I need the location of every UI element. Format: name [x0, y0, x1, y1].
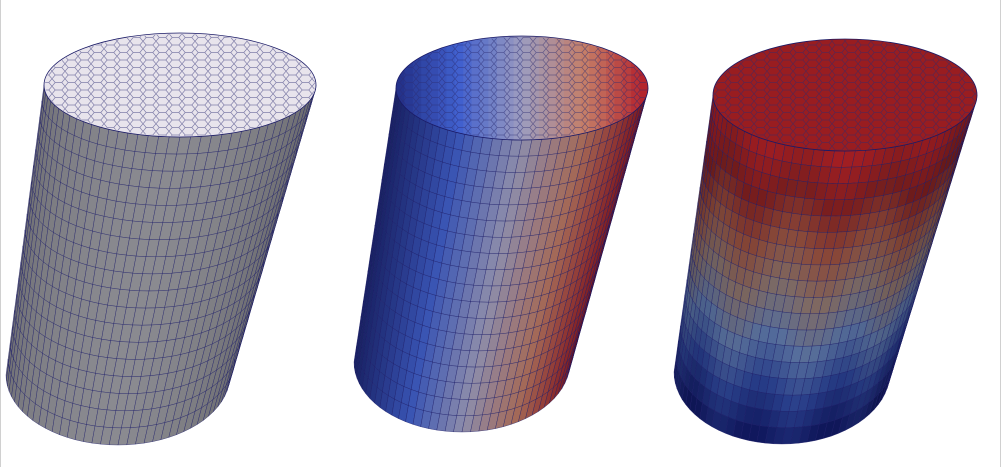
top-cap-mesh: [45, 34, 315, 136]
top-cap-mesh: [714, 40, 976, 150]
side-cell: [889, 356, 896, 378]
viewport-left-edge: [0, 0, 1, 467]
side-cell: [569, 346, 575, 368]
side-cell: [229, 358, 236, 381]
uniform-cylinder: [5, 32, 317, 446]
vertical-gradient-cylinder: [673, 38, 978, 445]
top-cap-outline: [395, 35, 649, 141]
top-cap-mesh: [397, 37, 647, 139]
horizontal-gradient-cylinder: [353, 35, 649, 433]
